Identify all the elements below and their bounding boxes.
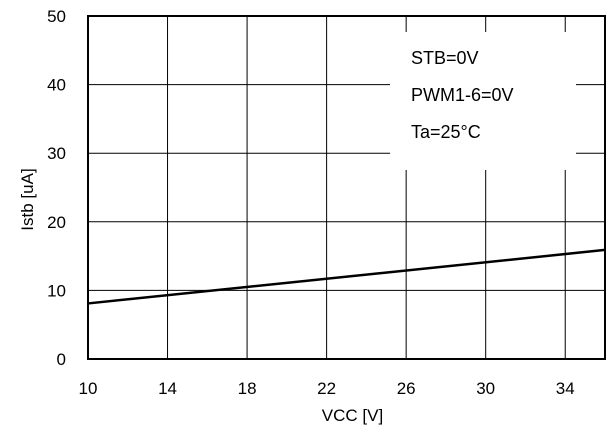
x-axis-label: VCC [V] [322, 406, 383, 425]
y-tick-label: 20 [47, 213, 66, 232]
x-tick-label: 22 [317, 379, 336, 398]
x-tick-label: 30 [476, 379, 495, 398]
x-tick-labels: 10 14 18 22 26 30 34 [79, 379, 575, 398]
x-tick-label: 10 [79, 379, 98, 398]
y-tick-labels: 0 10 20 30 40 50 [47, 7, 66, 369]
x-tick-label: 14 [158, 379, 177, 398]
annotation-box [390, 32, 576, 170]
x-tick-label: 26 [397, 379, 416, 398]
series-line [87, 248, 606, 305]
y-tick-label: 50 [47, 7, 66, 26]
x-tick-label: 18 [238, 379, 257, 398]
annotation-ta: Ta=25°C [411, 122, 481, 142]
y-axis-label: Istb [uA] [18, 168, 37, 230]
annotation-stb: STB=0V [411, 48, 479, 68]
y-tick-label: 0 [57, 350, 66, 369]
y-tick-label: 40 [47, 76, 66, 95]
annotation-pwm: PWM1-6=0V [411, 85, 514, 105]
y-tick-label: 10 [47, 281, 66, 300]
y-tick-label: 30 [47, 144, 66, 163]
plot-frame [87, 15, 606, 360]
x-tick-label: 34 [556, 379, 575, 398]
series-group [87, 248, 606, 305]
